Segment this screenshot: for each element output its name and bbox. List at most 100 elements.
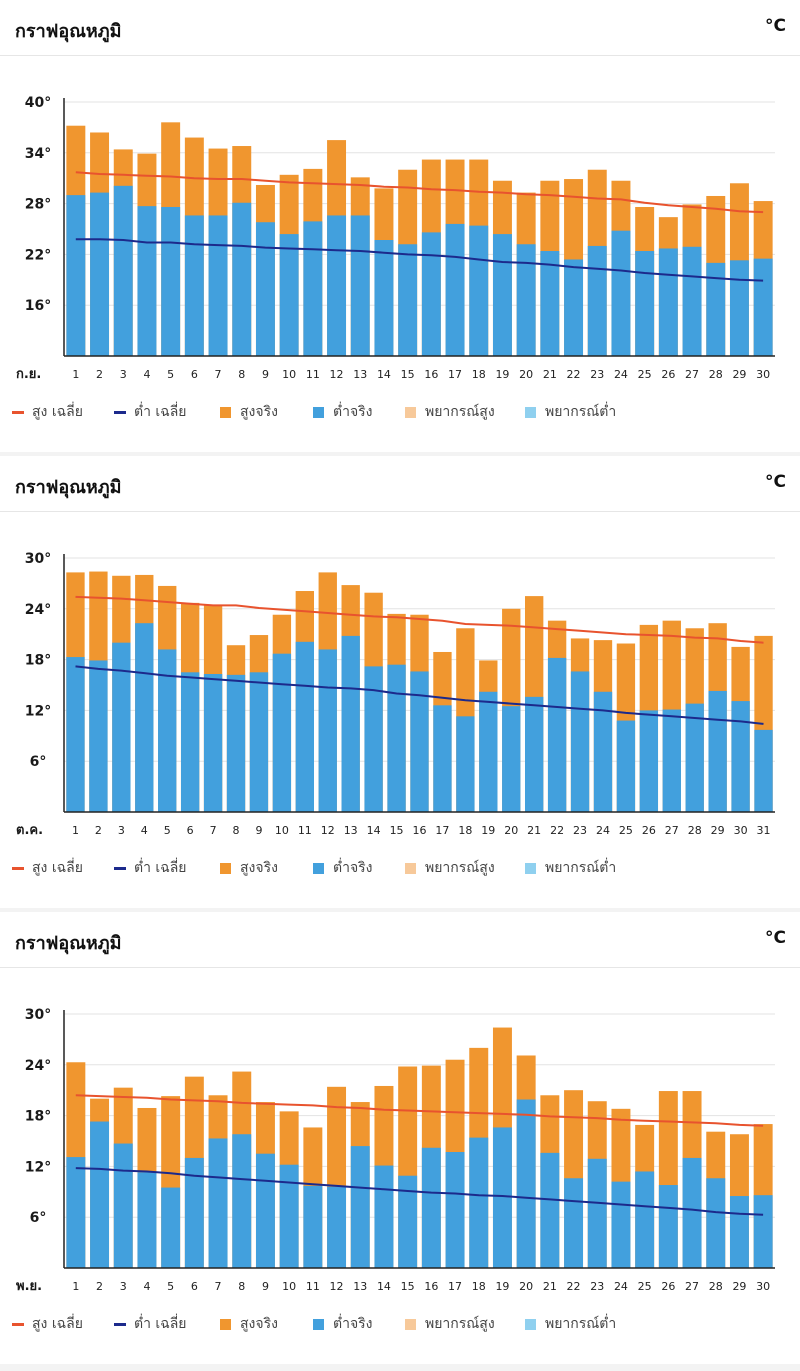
legend-high-average: สูง เฉลี่ย [12,400,83,424]
low-actual-bar [587,1158,607,1268]
legend-swatch [405,406,416,418]
legend-low-actual: ต่ำจริง [313,1312,373,1336]
legend-label: พยากรณ์ต่ำ [545,1316,617,1332]
low-actual-bar [232,202,252,356]
x-tick-label: 5 [167,1280,174,1293]
low-actual-bar [729,1196,749,1268]
legend-label: สูง เฉลี่ย [32,404,83,420]
low-actual-bar [161,1187,181,1268]
panel-title: กราฟอุณหภูมิ [15,933,122,954]
legend-label: พยากรณ์สูง [425,860,495,876]
x-tick-label: 22 [567,368,581,381]
x-tick-label: 17 [448,1280,462,1293]
unit-label: °C [765,472,786,492]
x-tick-label: 23 [590,1280,604,1293]
low-actual-bar [66,657,85,812]
legend-swatch [220,406,231,418]
y-tick-label: 34° [25,146,51,162]
high-average-line [75,1094,764,1127]
low-average-line [75,238,764,282]
low-actual-bar [587,245,607,356]
x-tick-label: 21 [543,368,557,381]
low-actual-bar [682,1157,702,1268]
x-tick-label: 23 [573,824,587,837]
x-tick-label: 22 [550,824,564,837]
legend-forecast-high: พยากรณ์สูง [405,856,495,880]
low-actual-bar [180,672,200,812]
x-tick-label: 16 [424,1280,438,1293]
low-actual-bar [364,666,383,812]
low-actual-bar [327,1186,347,1268]
y-tick-label: 24° [25,1058,51,1074]
y-tick-label: 22° [25,247,51,263]
panel-title: กราฟอุณหภูมิ [15,21,122,42]
high-average-line [75,595,764,644]
legend-low-average: ต่ำ เฉลี่ย [114,400,187,424]
x-tick-label: 26 [661,1280,675,1293]
legend-swatch [525,406,536,418]
x-tick-label: 3 [120,368,127,381]
low-actual-bar [303,221,323,356]
x-tick-label: 30 [756,1280,770,1293]
legend-low-actual: ต่ำจริง [313,400,373,424]
x-tick-label: 28 [688,824,702,837]
low-actual-bar [540,251,560,356]
x-tick-label: 14 [377,1280,391,1293]
low-actual-bar [708,690,727,812]
temperature-chart: 6°12°18°24°30°1 2 3 4 5 6 7 8 9 10 11 12 13 14 15 16 17 1… [16,1007,775,1294]
low-actual-bar [445,1152,465,1268]
x-tick-label: 28 [709,1280,723,1293]
legend-label: สูงจริง [240,860,278,876]
low-actual-bar [729,260,749,356]
low-actual-bar [706,1178,726,1268]
low-actual-bar [374,1165,394,1268]
legend-label: สูง เฉลี่ย [32,860,83,876]
x-tick-label: 23 [590,368,604,381]
x-tick-label: 20 [519,368,533,381]
legend-forecast-low: พยากรณ์ต่ำ [525,1312,616,1336]
low-actual-bar [208,215,228,356]
x-tick-label: 20 [519,1280,533,1293]
legend-forecast-high: พยากรณ์สูง [405,400,495,424]
x-tick-label: 30 [734,824,748,837]
x-tick-label: 15 [401,1280,415,1293]
legend-high-average: สูง เฉลี่ย [12,856,83,880]
x-tick-label: 1 [72,368,79,381]
low-actual-bar [272,653,292,812]
low-actual-bar [341,635,360,812]
legend-label: สูง เฉลี่ย [32,1316,83,1332]
x-tick-label: 13 [353,368,367,381]
low-actual-bar [232,1134,252,1268]
legend-swatch [12,410,24,414]
low-actual-bar [547,657,567,812]
x-tick-label: 14 [367,824,381,837]
low-actual-bar [137,1172,157,1268]
low-actual-bar [593,691,613,812]
x-tick-label: 15 [401,368,415,381]
low-actual-bar [279,234,299,356]
low-actual-bar [318,649,337,812]
x-tick-label: 6 [191,1280,198,1293]
y-tick-label: 40° [25,95,51,111]
low-actual-bar [398,1175,418,1268]
low-actual-bar [303,1185,323,1268]
legend-high-actual: สูงจริง [220,400,278,424]
low-average-line [75,1167,764,1216]
legend-swatch [313,406,324,418]
x-tick-label: 1 [72,824,79,837]
low-actual-bar [456,716,475,812]
y-tick-label: 30° [25,551,51,567]
x-tick-label: 16 [413,824,427,837]
x-tick-label: 4 [143,1280,150,1293]
low-actual-bar [158,649,177,812]
month-label: พ.ย. [16,1279,42,1294]
low-actual-bar [66,1157,86,1268]
legend-label: ต่ำจริง [333,860,373,876]
low-actual-bar [492,1127,512,1268]
x-tick-label: 3 [120,1280,127,1293]
low-actual-bar [658,1185,678,1268]
low-actual-bar [208,1138,228,1268]
x-tick-label: 10 [282,1280,296,1293]
low-actual-bar [433,705,452,812]
legend-label: ต่ำ เฉลี่ย [134,404,187,420]
